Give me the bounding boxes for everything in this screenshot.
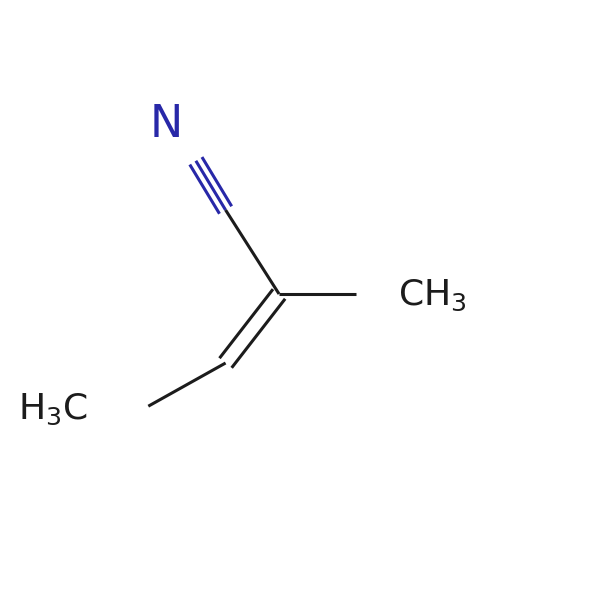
Text: N: N [149,103,183,146]
Text: CH$_3$: CH$_3$ [398,278,467,313]
Text: H$_3$C: H$_3$C [18,392,88,427]
